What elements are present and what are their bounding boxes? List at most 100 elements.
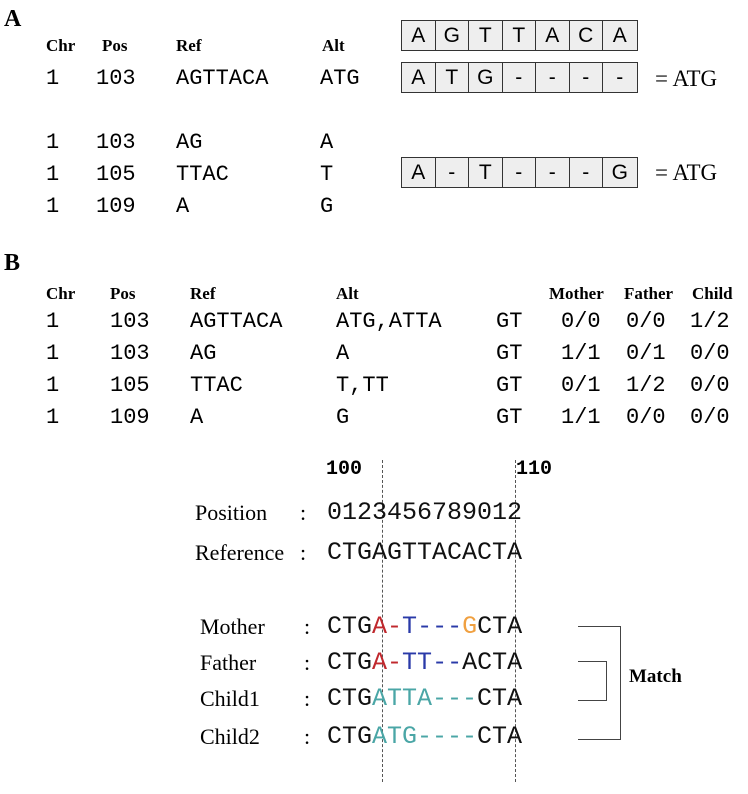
sample-label-child1: Child1 (200, 686, 260, 711)
position-digits: 0123456789012 (327, 498, 523, 527)
b-child-gt: 0/0 (690, 405, 730, 430)
panel-a-row1-alt: ATG (320, 66, 360, 91)
sample-label-child2: Child2 (200, 724, 260, 749)
b-father-gt: 1/2 (626, 373, 666, 398)
sample-sequence-father: CTGA-TT--ACTA (327, 648, 522, 677)
b-format: GT (496, 309, 523, 334)
box-cell: T (469, 21, 503, 50)
b-format: GT (496, 405, 523, 430)
panel-b-header-father: Father (624, 284, 674, 303)
seq-segment: - (387, 612, 403, 641)
sample-colon: : (304, 686, 311, 711)
seq-segment: T (402, 612, 418, 641)
seq-segment: ATG (372, 722, 418, 751)
b-alt: G (336, 405, 350, 430)
match-label: Match (629, 666, 682, 687)
match-bracket-inner (578, 661, 607, 701)
position-colon: : (300, 500, 307, 525)
seq-segment: ATTA (372, 684, 433, 713)
b-pos: 105 (110, 373, 150, 398)
alt2-box-row: A - T - - - G (401, 157, 638, 188)
panel-a-row2-pos: 103 (96, 130, 136, 155)
seq-segment: --- (417, 612, 463, 641)
b-father-gt: 0/0 (626, 405, 666, 430)
seq-segment: CTG (327, 648, 373, 677)
seq-segment: CTG (327, 612, 373, 641)
b-chr: 1 (46, 309, 60, 334)
panel-a-header-ref: Ref (176, 36, 202, 55)
reference-label: Reference (195, 540, 285, 565)
box-cell: - (536, 63, 570, 92)
panel-a-row4-pos: 109 (96, 194, 136, 219)
sample-label-mother: Mother (200, 614, 265, 639)
box-cell: A (402, 63, 436, 92)
panel-a-row2-chr: 1 (46, 130, 60, 155)
panel-a-row1-chr: 1 (46, 66, 60, 91)
b-child-gt: 0/0 (690, 341, 730, 366)
b-child-gt: 1/2 (690, 309, 730, 334)
panel-a-row1-ref: AGTTACA (176, 66, 269, 91)
box-cell: A (612, 23, 627, 47)
seq-segment: CTA (477, 612, 523, 641)
panel-a-header-pos: Pos (102, 36, 128, 55)
seq-segment: A (372, 648, 388, 677)
b-ref: AGTTACA (190, 309, 283, 334)
box-cell: - (616, 65, 624, 89)
box-cell: T (503, 21, 536, 50)
b-pos: 103 (110, 309, 150, 334)
b-alt: ATG,ATTA (336, 309, 442, 334)
equals-atg-1: = ATG (655, 66, 718, 91)
seq-segment: ---- (417, 722, 478, 751)
dashed-guide-right (515, 460, 516, 782)
seq-segment: CTG (327, 722, 373, 751)
b-pos: 109 (110, 405, 150, 430)
panel-b-header-mother: Mother (549, 284, 604, 303)
sample-sequence-mother: CTGA-T---GCTA (327, 612, 522, 641)
b-chr: 1 (46, 373, 60, 398)
seq-segment: -- (432, 648, 463, 677)
panel-a-row2-ref: AG (176, 130, 203, 155)
panel-b-header-ref: Ref (190, 284, 216, 303)
box-cell: - (570, 158, 603, 187)
b-ref: TTAC (190, 373, 243, 398)
position-marker-110: 110 (516, 458, 553, 481)
panel-b-header-pos: Pos (110, 284, 136, 303)
seq-segment: CTG (327, 684, 373, 713)
sample-label-father: Father (200, 650, 257, 675)
seq-segment: --- (432, 684, 478, 713)
panel-a-row3-pos: 105 (96, 162, 136, 187)
box-cell: - (536, 158, 570, 187)
sample-colon: : (304, 614, 311, 639)
box-cell: - (436, 158, 469, 187)
seq-segment: - (387, 648, 403, 677)
panel-a-row2-alt: A (320, 130, 334, 155)
box-cell: G (436, 21, 469, 50)
box-cell: A (536, 21, 570, 50)
b-chr: 1 (46, 405, 60, 430)
b-mother-gt: 0/1 (561, 373, 601, 398)
panel-a-label: A (4, 6, 22, 32)
b-mother-gt: 1/1 (561, 341, 601, 366)
seq-segment: G (462, 612, 478, 641)
box-cell: - (570, 63, 603, 92)
box-cell: G (611, 160, 628, 184)
b-pos: 103 (110, 341, 150, 366)
b-child-gt: 0/0 (690, 373, 730, 398)
seq-segment: A (372, 612, 388, 641)
reference-box-row: A G T T A C A (401, 20, 638, 51)
panel-a-row4-chr: 1 (46, 194, 60, 219)
b-mother-gt: 1/1 (561, 405, 601, 430)
panel-b-header-child: Child (692, 284, 733, 303)
seq-segment: CTA (477, 684, 523, 713)
panel-a-header-chr: Chr (46, 36, 76, 55)
box-cell: T (469, 158, 503, 187)
box-cell: - (503, 63, 536, 92)
b-format: GT (496, 341, 523, 366)
seq-segment: CTA (477, 722, 523, 751)
seq-segment: TT (402, 648, 433, 677)
panel-a-row1-pos: 103 (96, 66, 136, 91)
b-alt: T,TT (336, 373, 389, 398)
sample-colon: : (304, 724, 311, 749)
panel-a-row3-ref: TTAC (176, 162, 229, 187)
panel-a-row4-alt: G (320, 194, 334, 219)
